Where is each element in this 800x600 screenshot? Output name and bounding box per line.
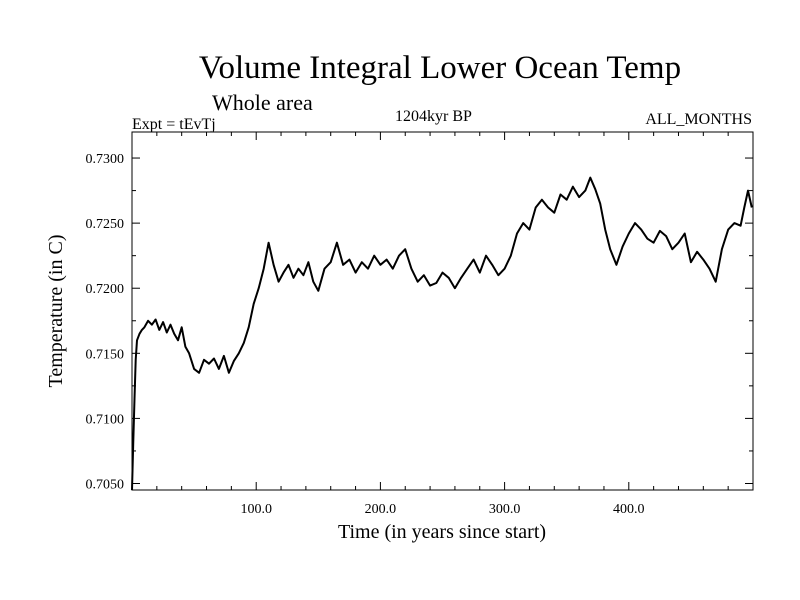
chart-title: Volume Integral Lower Ocean Temp	[198, 50, 682, 86]
y-tick-label: 0.7100	[86, 412, 125, 427]
y-tick-label: 0.7300	[86, 152, 125, 167]
y-tick-label: 0.7150	[86, 347, 125, 362]
period-label: 1204kyr BP	[395, 108, 472, 125]
x-axis-label: Time (in years since start)	[338, 521, 546, 543]
x-axis: 100.0 200.0 300.0 400.0	[156, 132, 729, 517]
x-tick-label: 100.0	[240, 502, 272, 517]
y-axis-label: Temperature (in C)	[45, 235, 67, 388]
experiment-label: Expt = tEvTj	[132, 116, 216, 133]
months-label: ALL_MONTHS	[645, 111, 752, 128]
x-tick-label: 300.0	[489, 502, 521, 517]
chart-subtitle: Whole area	[212, 90, 313, 115]
y-axis: 0.7050 0.7100 0.7150 0.7200 0.7250 0.7300	[86, 152, 753, 492]
plot-frame	[131, 131, 754, 491]
series-line	[131, 176, 753, 491]
x-tick-label: 200.0	[365, 502, 397, 517]
y-tick-label: 0.7250	[86, 217, 125, 232]
y-tick-label: 0.7050	[86, 477, 125, 492]
x-tick-label: 400.0	[613, 502, 645, 517]
y-tick-label: 0.7200	[86, 282, 125, 297]
